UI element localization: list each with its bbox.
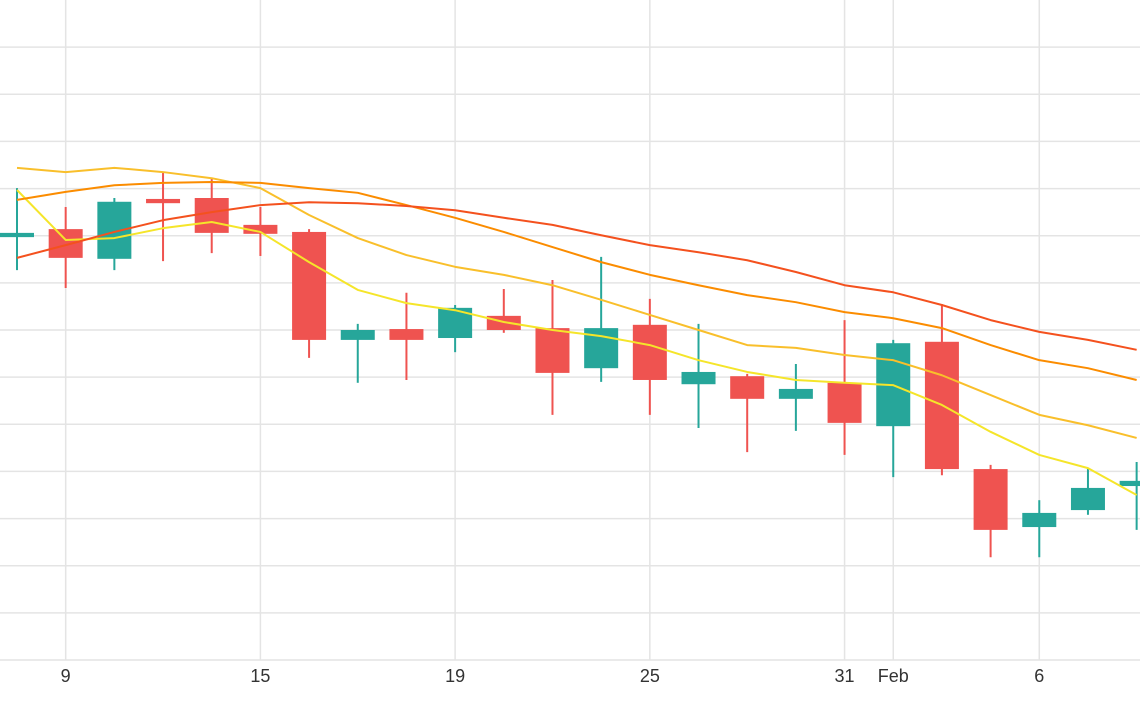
candle-body [1070, 487, 1105, 511]
candle-body [681, 371, 716, 385]
candle-body [48, 229, 83, 258]
moving-average-line [16, 201, 1137, 351]
candle-body [0, 232, 34, 238]
x-tick-label: Feb [878, 666, 909, 686]
x-tick-label: 9 [61, 666, 71, 686]
x-tick-label: 6 [1034, 666, 1044, 686]
candle-body [730, 376, 765, 399]
candle-body [827, 382, 862, 423]
candle-body [1022, 512, 1057, 528]
candle-body [146, 198, 181, 204]
x-tick-label: 19 [445, 666, 465, 686]
candle-body [243, 224, 278, 234]
grid [0, 0, 1140, 661]
moving-average-line [16, 166, 1137, 439]
candle-body [97, 201, 132, 259]
candle-body [973, 469, 1008, 530]
candle-body [194, 198, 229, 233]
moving-average-line [16, 189, 1138, 496]
candle-body [778, 388, 813, 399]
candle-body [340, 330, 375, 340]
candle-body [292, 231, 327, 340]
x-tick-label: 25 [640, 666, 660, 686]
x-tick-label: 31 [835, 666, 855, 686]
candle-body [535, 328, 570, 373]
x-tick-label: 15 [250, 666, 270, 686]
candle-body [389, 329, 424, 340]
candle-body [1119, 480, 1140, 487]
moving-average-line [16, 180, 1137, 381]
candle-body [632, 324, 667, 380]
candles [0, 172, 1140, 558]
